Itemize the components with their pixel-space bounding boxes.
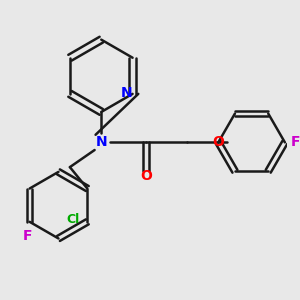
Text: N: N [121, 86, 133, 100]
Text: F: F [291, 135, 300, 149]
Text: O: O [140, 169, 152, 183]
Text: N: N [95, 135, 107, 149]
Text: O: O [212, 135, 224, 149]
Text: Cl: Cl [66, 213, 80, 226]
Text: F: F [23, 230, 32, 243]
